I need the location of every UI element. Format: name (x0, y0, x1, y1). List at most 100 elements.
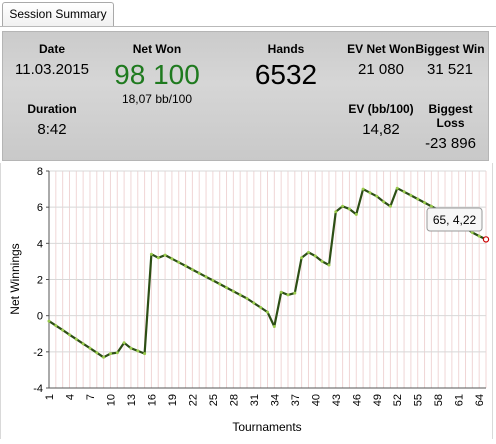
data-point[interactable] (88, 346, 92, 350)
data-point[interactable] (245, 297, 249, 300)
data-point[interactable] (156, 256, 160, 260)
biggest-win-label: Biggest Win (415, 42, 485, 56)
data-point[interactable] (225, 286, 228, 290)
data-point[interactable] (61, 328, 65, 332)
data-point[interactable] (354, 212, 358, 216)
x-tick-label: 13 (126, 394, 138, 406)
data-point[interactable] (334, 210, 338, 214)
net-won-label: Net Won (132, 42, 182, 56)
data-point-highlighted[interactable] (482, 236, 490, 243)
ev-net-won-label: EV Net Won (347, 42, 415, 56)
data-point[interactable] (300, 256, 304, 260)
data-point[interactable] (347, 207, 351, 211)
hands-label: Hands (267, 42, 305, 56)
data-point[interactable] (368, 191, 372, 195)
x-axis-title: Tournaments (232, 420, 301, 434)
data-point[interactable] (109, 352, 112, 356)
data-point[interactable] (313, 254, 317, 258)
data-point[interactable] (204, 275, 208, 279)
x-tick-label: 4 (64, 394, 76, 400)
y-tick-label: 0 (37, 311, 43, 323)
ev-net-won-stat: EV Net Won 21 080 (344, 42, 418, 78)
data-point[interactable] (184, 264, 188, 268)
ev-bb100-value: 14,82 (362, 121, 400, 138)
data-point[interactable] (197, 271, 201, 275)
x-tick-label: 46 (351, 394, 363, 406)
x-tick-label: 19 (167, 394, 179, 406)
data-point[interactable] (54, 324, 58, 328)
tooltip-box (426, 207, 483, 232)
data-point[interactable] (477, 234, 481, 238)
y-tick-label: -2 (33, 347, 43, 359)
data-point[interactable] (409, 193, 413, 197)
series-markers (47, 186, 490, 359)
data-point[interactable] (286, 293, 290, 297)
data-point[interactable] (190, 268, 194, 272)
data-point[interactable] (259, 306, 263, 309)
duration-label: Duration (27, 102, 77, 116)
data-point[interactable] (375, 194, 379, 198)
data-point[interactable] (307, 250, 310, 254)
data-point[interactable] (279, 290, 283, 294)
data-point[interactable] (470, 231, 474, 234)
data-point[interactable] (102, 355, 106, 359)
x-tick-label: 40 (310, 394, 322, 406)
data-point[interactable] (320, 259, 324, 263)
data-point[interactable] (136, 349, 140, 353)
biggest-win-value: 31 521 (427, 61, 473, 78)
data-point[interactable] (81, 342, 85, 346)
data-point[interactable] (115, 351, 119, 355)
data-point[interactable] (341, 204, 345, 208)
data-point[interactable] (177, 260, 181, 264)
data-point[interactable] (293, 291, 297, 295)
data-point[interactable] (95, 351, 99, 355)
ev-bb100-label: EV (bb/100) (348, 102, 414, 116)
x-tick-label: 49 (372, 394, 384, 406)
y-tick-label: 8 (37, 166, 43, 178)
data-point[interactable] (327, 263, 331, 267)
data-point[interactable] (170, 257, 174, 261)
data-point[interactable] (429, 204, 433, 208)
data-point[interactable] (252, 301, 256, 305)
x-tick-label: 7 (85, 394, 97, 400)
x-tick-label: 61 (454, 394, 466, 406)
data-point[interactable] (266, 310, 269, 314)
data-point[interactable] (218, 282, 222, 286)
y-tick-label: 4 (37, 238, 43, 250)
tab-session-summary[interactable]: Session Summary (2, 2, 114, 26)
data-point[interactable] (361, 187, 365, 191)
y-tick-label: 6 (37, 202, 43, 214)
data-point[interactable] (416, 197, 420, 201)
session-summary-panel: Date 11.03.2015 Duration 8:42 Net Won 98… (2, 31, 489, 161)
tab-bar: Session Summary (0, 0, 496, 27)
data-point[interactable] (238, 293, 242, 297)
net-won-bb100: 18,07 bb/100 (121, 92, 193, 106)
data-point[interactable] (74, 337, 78, 341)
data-point[interactable] (122, 341, 126, 345)
date-value: 11.03.2015 (15, 61, 89, 78)
data-point[interactable] (402, 190, 406, 194)
data-point[interactable] (423, 201, 426, 205)
data-point[interactable] (382, 200, 386, 204)
data-point[interactable] (231, 289, 235, 293)
x-tick-label: 58 (433, 394, 445, 406)
biggest-loss-label: Biggest Loss (428, 102, 473, 130)
net-won-stat: Net Won 98 100 18,07 bb/100 (98, 42, 216, 106)
data-point[interactable] (129, 346, 133, 350)
tooltip-text: 65, 4,22 (433, 213, 477, 227)
data-point[interactable] (395, 186, 399, 190)
data-point[interactable] (388, 204, 392, 208)
data-point[interactable] (211, 278, 215, 282)
data-point[interactable] (47, 319, 51, 323)
data-point[interactable] (163, 253, 167, 257)
ev-bb100-stat: EV (bb/100) 14,82 (344, 102, 418, 138)
ev-net-won-value: 21 080 (358, 61, 404, 78)
data-point[interactable] (68, 333, 71, 337)
biggest-win-stat: Biggest Win 31 521 (415, 42, 485, 78)
data-point[interactable] (143, 352, 147, 356)
data-point[interactable] (272, 325, 276, 328)
data-point[interactable] (149, 252, 153, 256)
net-won-value: 98 100 (114, 59, 200, 90)
duration-stat: Duration 8:42 (7, 102, 97, 138)
